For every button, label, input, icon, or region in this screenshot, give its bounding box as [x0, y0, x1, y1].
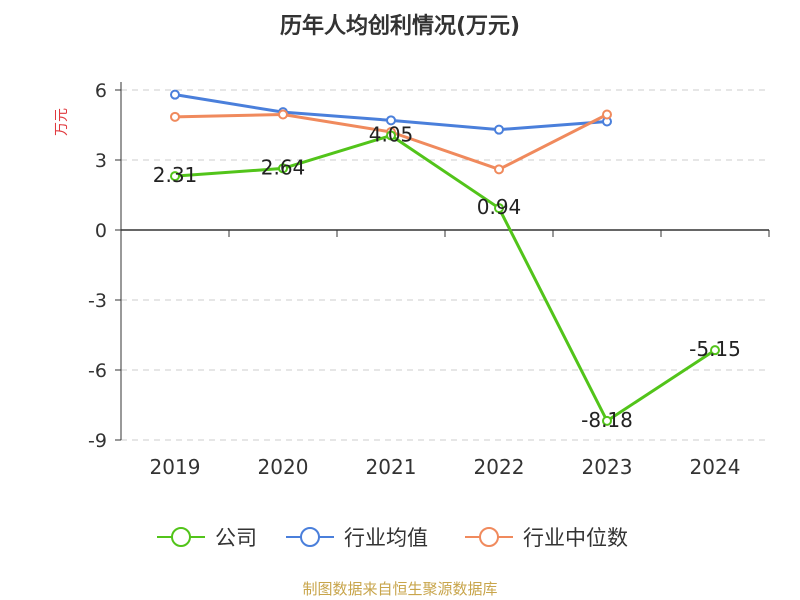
series-point-1[interactable]	[170, 89, 180, 100]
data-label: 2.31	[153, 163, 198, 187]
series-point-2[interactable]	[170, 111, 180, 122]
y-axis-label: 万元	[54, 108, 70, 136]
y-tick-label: 0	[95, 220, 107, 242]
legend: 公司 行业均值 行业中位数	[157, 526, 628, 550]
series-point-2[interactable]	[494, 164, 504, 175]
x-tick-label: 2023	[582, 455, 633, 479]
x-tick-label: 2022	[474, 455, 525, 479]
legend-marker	[300, 527, 320, 547]
data-label: 2.64	[261, 155, 306, 179]
x-tick-label: 2021	[366, 455, 417, 479]
legend-item-1[interactable]: 行业均值	[286, 526, 428, 550]
series-point-0[interactable]	[278, 163, 288, 174]
legend-marker	[479, 527, 499, 547]
series-point-0[interactable]	[170, 171, 180, 182]
legend-item-2[interactable]: 行业中位数	[465, 526, 628, 550]
data-label: 4.05	[369, 123, 414, 147]
x-tick-label: 2024	[690, 455, 741, 479]
series-point-0[interactable]	[602, 415, 612, 426]
source-note: 制图数据来自恒生聚源数据库	[302, 580, 497, 598]
y-tick-label: -9	[88, 430, 107, 452]
y-tick-label: -3	[88, 290, 107, 312]
data-label-layer: 2.31 2.64 4.05 0.94 -8.18 -5.15	[153, 123, 741, 432]
legend-label: 公司	[215, 526, 257, 550]
x-tick-label: 2020	[258, 455, 309, 479]
y-tick-label: -6	[88, 360, 107, 382]
x-tick-label: 2019	[150, 455, 201, 479]
legend-item-0[interactable]: 公司	[157, 526, 257, 550]
series-layer	[170, 89, 720, 426]
legend-label: 行业中位数	[523, 526, 628, 550]
series-point-1[interactable]	[494, 124, 504, 135]
legend-label: 行业均值	[344, 526, 428, 550]
series-point-1[interactable]	[386, 115, 396, 126]
series-point-2[interactable]	[602, 109, 612, 120]
series-point-2[interactable]	[278, 109, 288, 120]
data-label: -5.15	[689, 337, 741, 361]
axis-layer: 6 3 0 -3 -6 -9 2019 2020 2021 2022 2023 2024	[88, 80, 770, 479]
series-point-0[interactable]	[710, 345, 720, 356]
data-label: -8.18	[581, 408, 633, 432]
series-line-0	[173, 134, 717, 423]
grid-layer	[121, 89, 769, 441]
chart-title: 历年人均创利情况(万元)	[280, 13, 520, 39]
y-tick-label: 3	[95, 150, 107, 172]
series-point-0[interactable]	[386, 130, 396, 141]
legend-marker	[171, 527, 191, 547]
data-label: 0.94	[477, 195, 522, 219]
series-point-0[interactable]	[494, 203, 504, 214]
y-tick-label: 6	[95, 80, 107, 102]
